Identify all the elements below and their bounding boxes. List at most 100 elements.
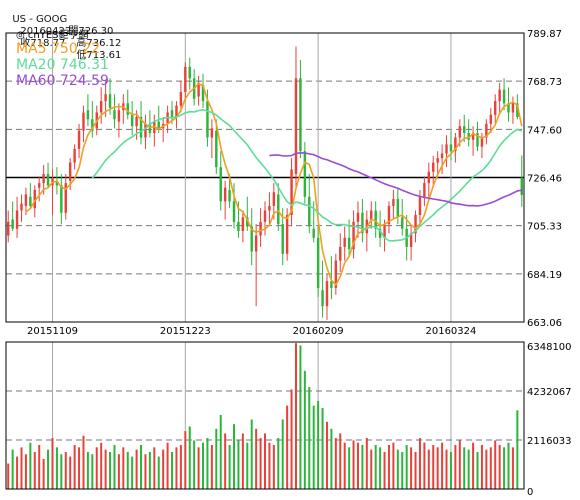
candle-body bbox=[113, 110, 116, 120]
candle-body bbox=[401, 217, 404, 229]
ma20-legend: MA20 746.31 bbox=[16, 57, 109, 73]
candle-body bbox=[259, 221, 262, 236]
volume-bar bbox=[250, 419, 253, 489]
volume-bar bbox=[82, 435, 85, 489]
quote-date: 20160422 bbox=[20, 26, 72, 37]
ma60-legend: MA60 724.59 bbox=[16, 73, 109, 89]
candle-body bbox=[73, 148, 76, 163]
candle-body bbox=[33, 189, 36, 209]
volume-bar bbox=[503, 447, 506, 489]
volume-bar bbox=[312, 405, 315, 489]
volume-bar bbox=[193, 440, 196, 489]
volume-bar bbox=[379, 447, 382, 489]
volume-bar bbox=[290, 389, 293, 489]
candle-body bbox=[254, 235, 258, 252]
candle-body bbox=[210, 128, 214, 138]
candle-body bbox=[418, 196, 422, 216]
volume-axis: 6348100 4232067 2116033 0 bbox=[527, 342, 572, 498]
volume-bar bbox=[396, 449, 399, 489]
volume-bar bbox=[184, 431, 187, 489]
candle-body bbox=[378, 228, 382, 238]
volume-bar bbox=[197, 447, 200, 489]
volume-bar bbox=[73, 445, 76, 489]
candle-body bbox=[370, 210, 373, 220]
candle-body bbox=[77, 130, 81, 149]
volume-bar bbox=[157, 456, 160, 489]
candle-body bbox=[339, 246, 342, 261]
candle-body bbox=[467, 132, 470, 140]
ma5-legend: MA5 750.22 bbox=[16, 41, 100, 57]
ma5-line bbox=[25, 82, 523, 287]
candle-body bbox=[436, 158, 439, 163]
volume-panel-frame bbox=[5, 341, 525, 490]
ma20-line bbox=[91, 108, 523, 242]
candle-body bbox=[104, 94, 107, 102]
candle-body bbox=[241, 217, 245, 231]
candle-body bbox=[356, 212, 360, 222]
candle-body bbox=[179, 91, 183, 106]
date-tick-label: 20151109 bbox=[27, 326, 78, 337]
volume-bar bbox=[348, 447, 351, 489]
candle-body bbox=[432, 162, 435, 172]
candle-body bbox=[387, 205, 391, 225]
candle-body bbox=[197, 82, 200, 97]
candle-body bbox=[246, 217, 249, 227]
candle-body bbox=[507, 103, 510, 113]
candle-body bbox=[471, 132, 475, 140]
candle-body bbox=[463, 126, 466, 133]
candle-body bbox=[263, 210, 267, 222]
volume-bar bbox=[361, 445, 364, 489]
candle-body bbox=[184, 66, 187, 92]
volume-bar bbox=[286, 405, 289, 489]
quote-header-line1: US - GOOG 20160422 收718.77 bbox=[6, 2, 71, 50]
volume-bar bbox=[418, 438, 421, 489]
volume-bar bbox=[370, 449, 373, 489]
volume-bar bbox=[325, 421, 328, 489]
date-tick-label: 20151223 bbox=[160, 326, 211, 337]
volume-bar bbox=[47, 449, 50, 489]
candle-body bbox=[20, 203, 23, 211]
candle-body bbox=[316, 237, 320, 288]
candle-body bbox=[206, 101, 209, 138]
date-axis: 20151109 20151223 20160209 20160324 bbox=[27, 326, 476, 337]
candle-body bbox=[86, 110, 90, 120]
candle-body bbox=[423, 183, 426, 197]
volume-bar bbox=[78, 447, 81, 489]
volume-tick-label: 4232067 bbox=[527, 387, 572, 398]
volume-bar bbox=[171, 451, 174, 489]
candle-body bbox=[294, 78, 298, 175]
volume-bar bbox=[126, 451, 129, 489]
volume-tick-label: 6348100 bbox=[527, 342, 572, 353]
volume-bar bbox=[38, 445, 41, 489]
volume-bar bbox=[458, 440, 461, 489]
volume-bar bbox=[95, 447, 98, 489]
candle-body bbox=[117, 110, 121, 122]
volume-bars bbox=[7, 343, 519, 489]
volume-bar bbox=[334, 438, 337, 489]
volume-bar bbox=[60, 454, 63, 489]
candle-body bbox=[232, 201, 236, 222]
volume-bar bbox=[317, 401, 320, 489]
volume-bar bbox=[42, 458, 45, 489]
volume-bar bbox=[507, 442, 510, 489]
volume-bar bbox=[259, 438, 262, 489]
volume-bar bbox=[339, 433, 342, 489]
volume-bar bbox=[432, 445, 435, 489]
volume-bar bbox=[294, 343, 297, 489]
candle-body bbox=[414, 215, 417, 234]
volume-bar bbox=[343, 442, 346, 489]
volume-bar bbox=[330, 428, 333, 489]
volume-bar bbox=[272, 445, 275, 489]
price-tick-label: 789.87 bbox=[527, 29, 562, 40]
candle-body bbox=[299, 78, 302, 152]
volume-bar bbox=[131, 456, 134, 489]
candle-body bbox=[188, 66, 191, 79]
volume-bar bbox=[100, 442, 103, 489]
candle-body bbox=[201, 85, 205, 102]
candle-body bbox=[68, 162, 72, 181]
volume-bar bbox=[215, 428, 218, 489]
volume-bar bbox=[281, 419, 284, 489]
candle-body bbox=[396, 199, 400, 218]
volume-bar bbox=[33, 451, 36, 489]
volume-bar bbox=[69, 456, 72, 489]
